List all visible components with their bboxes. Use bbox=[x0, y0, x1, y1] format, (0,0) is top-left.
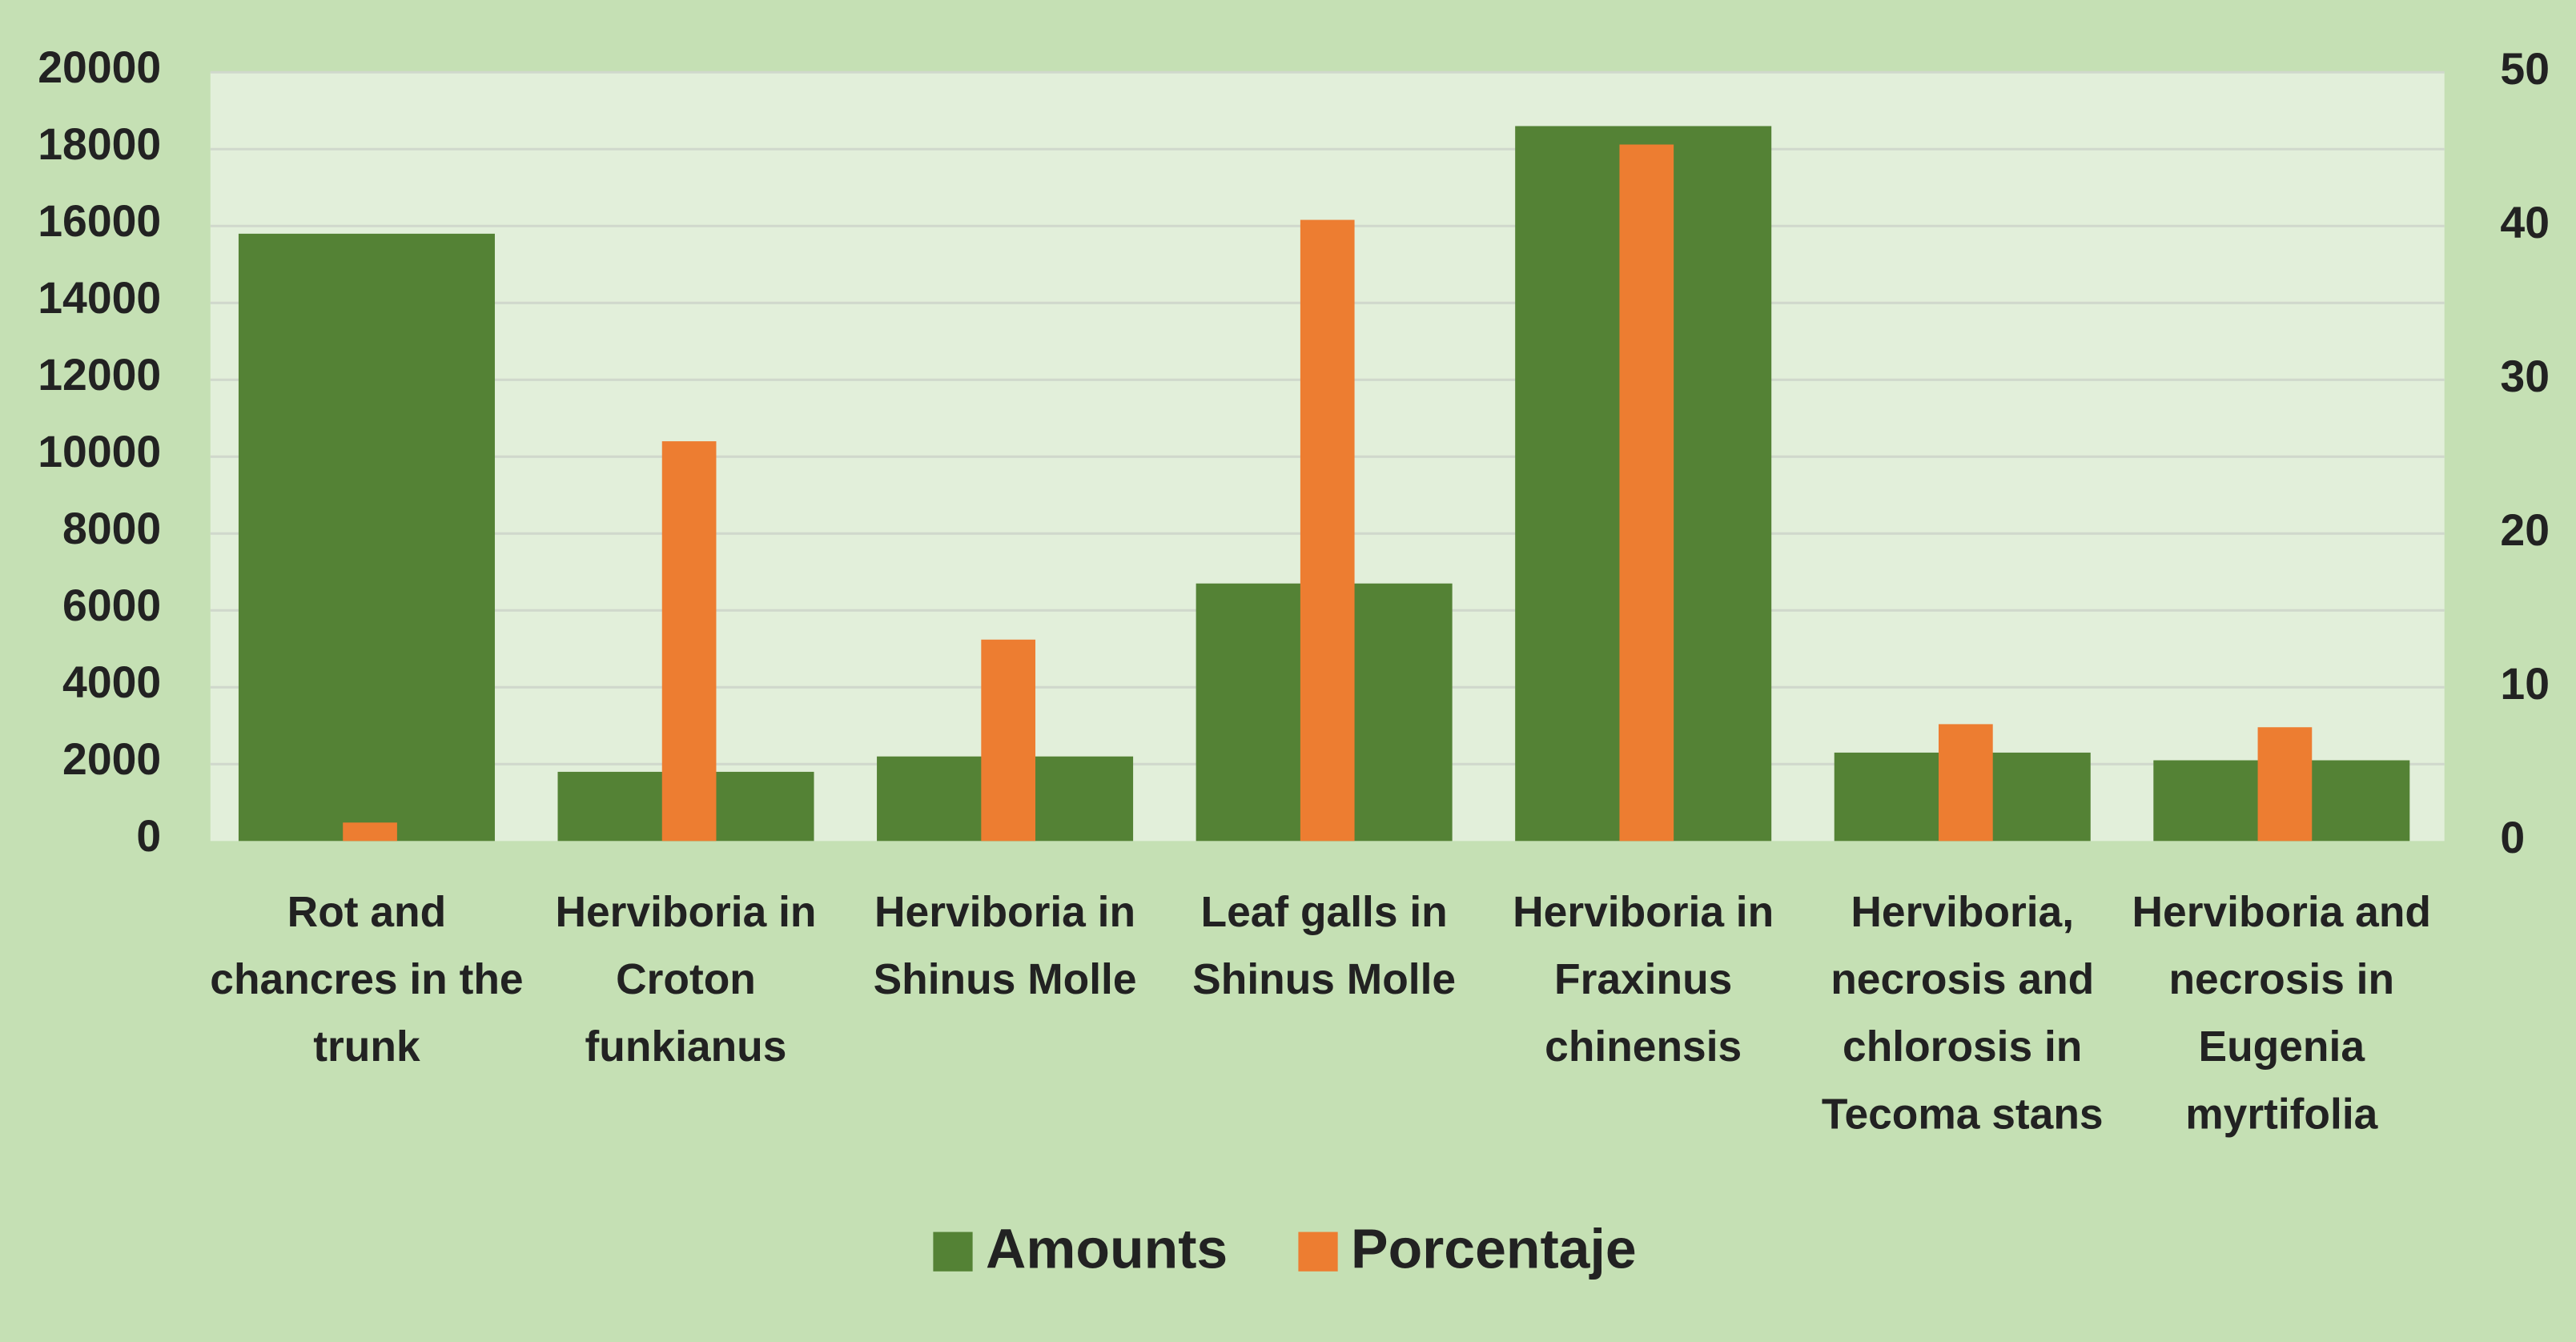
y-tick-label: 6000 bbox=[62, 581, 161, 630]
y-tick-label: 18000 bbox=[38, 119, 161, 169]
bar bbox=[1939, 724, 1993, 842]
y-tick-label: 4000 bbox=[62, 657, 161, 707]
y-tick-label: 20000 bbox=[38, 42, 161, 92]
x-tick-label: Rot and chancres in the trunk bbox=[210, 886, 524, 1071]
y-tick-label: 16000 bbox=[38, 196, 161, 246]
y2-tick-label: 50 bbox=[2500, 44, 2550, 94]
x-tick-label: Herviboria in Shinus Molle bbox=[873, 886, 1137, 1004]
y2-tick-label: 30 bbox=[2500, 352, 2550, 401]
x-tick-label-box: Herviboria in Croton funkianus bbox=[555, 886, 817, 1071]
bar bbox=[981, 639, 1036, 842]
x-tick-label-box: Herviboria, necrosis and chlorosis in Te… bbox=[1821, 886, 2104, 1139]
x-tick-label-box: Rot and chancres in the trunk bbox=[210, 886, 524, 1071]
bar bbox=[661, 441, 717, 842]
x-tick-label: Herviboria and necrosis in Eugenia myrti… bbox=[2132, 886, 2432, 1139]
y-tick-label: 2000 bbox=[62, 734, 161, 784]
bar bbox=[238, 233, 495, 842]
bar bbox=[1619, 144, 1674, 842]
y2-tick-label: 0 bbox=[2500, 813, 2525, 862]
x-tick-label-box: Leaf galls in Shinus Molle bbox=[1192, 886, 1457, 1004]
y2-tick-label: 20 bbox=[2500, 505, 2550, 555]
y-tick-label: 8000 bbox=[62, 504, 161, 553]
x-tick-label-box: Herviboria in Fraxinus chinensis bbox=[1513, 886, 1774, 1071]
x-tick-label-box: Herviboria in Shinus Molle bbox=[873, 886, 1137, 1004]
legend-label: Porcentaje bbox=[1351, 1218, 1637, 1280]
x-tick-label-box: Herviboria and necrosis in Eugenia myrti… bbox=[2132, 886, 2432, 1139]
y2-tick-label: 10 bbox=[2500, 659, 2550, 709]
legend-label: Amounts bbox=[986, 1218, 1228, 1280]
y-tick-label: 14000 bbox=[38, 273, 161, 323]
y-tick-label: 0 bbox=[136, 811, 161, 861]
y2-tick-label: 40 bbox=[2500, 198, 2550, 247]
x-tick-label: Herviboria in Fraxinus chinensis bbox=[1513, 886, 1774, 1071]
y-tick-label: 10000 bbox=[38, 427, 161, 476]
bar bbox=[2257, 727, 2313, 842]
x-tick-label: Leaf galls in Shinus Molle bbox=[1192, 886, 1457, 1004]
x-tick-label: Herviboria in Croton funkianus bbox=[555, 886, 817, 1071]
legend-swatch bbox=[933, 1232, 973, 1272]
legend-swatch bbox=[1298, 1232, 1338, 1272]
bar bbox=[343, 822, 397, 842]
bar bbox=[1300, 219, 1355, 842]
y-tick-label: 12000 bbox=[38, 350, 161, 400]
x-tick-label: Herviboria, necrosis and chlorosis in Te… bbox=[1821, 886, 2104, 1139]
